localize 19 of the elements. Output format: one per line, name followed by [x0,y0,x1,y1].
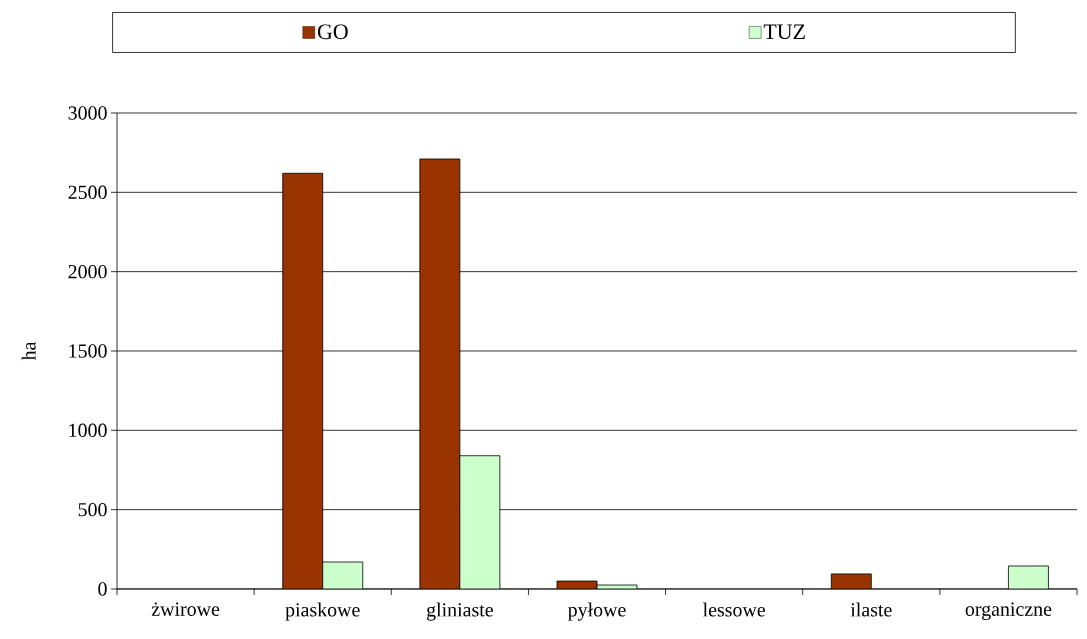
x-tick-label: ilaste [850,602,892,617]
x-tick-label: pyłowe [568,602,626,621]
legend-label: TUZ [763,24,805,40]
bar [419,158,461,589]
x-tick-label: gliniaste [426,602,493,621]
y-tick-label: 1500 [69,344,107,358]
x-tick-label: organiczne [965,602,1052,620]
x-tick-label: żwirowe [151,602,220,616]
legend-label: GO [317,24,348,40]
x-tick-label: piaskowe [285,602,360,621]
y-tick-label: 2500 [68,185,107,200]
y-tick-label: 500 [78,502,107,517]
y-tick-label: 1000 [69,423,107,438]
y-axis-title: ha [21,341,36,361]
y-tick-label: 0 [98,582,107,596]
y-tick-label: 2000 [68,264,107,279]
bar [282,172,324,589]
x-tick-label: lessowe [703,602,765,617]
y-tick-label: 3000 [68,106,107,120]
